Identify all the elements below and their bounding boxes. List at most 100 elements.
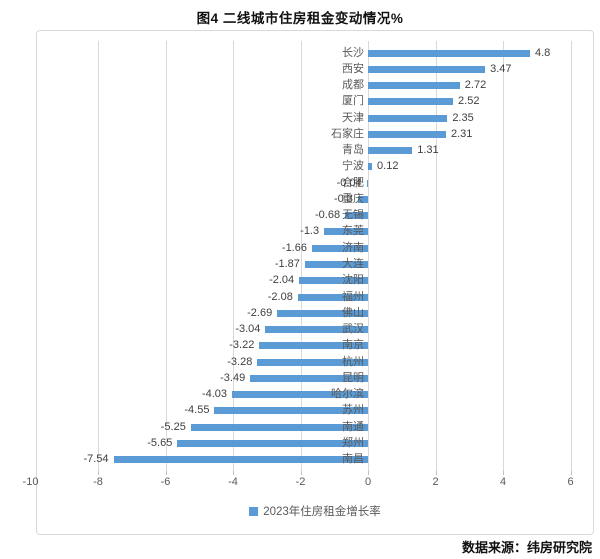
x-tick-label: -10 <box>22 476 39 488</box>
category-label: 南京 <box>342 339 364 352</box>
bar <box>368 98 454 106</box>
value-label: 2.31 <box>450 127 473 140</box>
axis-tick <box>435 471 437 475</box>
bar <box>177 439 368 447</box>
axis-tick <box>300 471 302 475</box>
value-label: 4.8 <box>535 46 551 59</box>
value-label: -0.04 <box>336 176 362 189</box>
axis-tick <box>570 471 572 475</box>
value-label: 2.52 <box>458 95 480 108</box>
bar <box>368 82 460 90</box>
category-label: 天津 <box>342 111 364 124</box>
category-label: 厦门 <box>342 95 364 108</box>
bar <box>250 374 368 382</box>
category-label: 杭州 <box>342 355 364 368</box>
value-label: -3.49 <box>220 371 246 384</box>
category-label: 郑州 <box>342 436 364 449</box>
value-label: -3.04 <box>235 323 261 336</box>
data-source: 数据来源：纬房研究院 <box>461 540 592 555</box>
category-label: 宁波 <box>342 160 364 173</box>
x-tick-label: -4 <box>228 476 238 488</box>
category-label: 佛山 <box>342 306 364 319</box>
category-label: 南昌 <box>342 453 364 466</box>
category-label: 长沙 <box>342 46 364 59</box>
x-tick-label: -6 <box>160 476 171 488</box>
x-tick-label: 6 <box>567 476 574 488</box>
gridline <box>300 41 302 471</box>
bar <box>368 163 373 171</box>
bar <box>214 407 368 415</box>
x-tick-label: 4 <box>499 476 507 488</box>
gridline <box>98 41 99 471</box>
bar <box>265 326 368 334</box>
value-label: -7.54 <box>83 453 109 466</box>
value-label: -0.3 <box>333 192 353 205</box>
value-label: 2.72 <box>464 79 487 92</box>
bar <box>277 309 368 317</box>
value-label: -1.3 <box>300 225 320 238</box>
bar <box>368 114 448 122</box>
bar <box>311 244 368 252</box>
bar <box>190 423 368 431</box>
category-label: 苏州 <box>342 404 364 417</box>
value-label: 0.12 <box>377 160 399 173</box>
category-label: 福州 <box>342 290 364 303</box>
bar <box>368 130 446 138</box>
value-label: 3.47 <box>490 62 512 75</box>
gridline <box>233 41 234 471</box>
category-label: 沈阳 <box>342 274 364 287</box>
x-tick-label: -2 <box>295 476 306 488</box>
legend-swatch-icon <box>249 506 259 516</box>
value-label: 1.31 <box>417 144 439 157</box>
gridline <box>165 41 167 471</box>
bar <box>297 293 368 301</box>
category-label: 南通 <box>342 420 364 433</box>
category-label: 哈尔滨 <box>331 388 364 401</box>
value-label: -4.55 <box>184 404 210 417</box>
category-label: 石家庄 <box>331 127 364 140</box>
value-label: -0.68 <box>314 209 341 222</box>
bar <box>368 65 486 73</box>
chart-panel: 2023年住房租金增长率 -10 -8 -6 -4 -2 0 2 4 6 长沙 4.8 西安 3.47 成… <box>23 30 594 535</box>
value-label: -3.28 <box>227 355 253 368</box>
bar <box>231 391 368 399</box>
category-label: 无锡 <box>342 209 364 222</box>
x-tick-label: -8 <box>93 476 103 488</box>
value-label: -1.66 <box>281 241 307 254</box>
category-label: 昆明 <box>342 371 364 384</box>
bar <box>324 228 368 236</box>
axis-tick <box>233 471 234 475</box>
x-tick-label: 2 <box>432 476 439 488</box>
value-label: -3.22 <box>229 339 255 352</box>
category-label: 大连 <box>342 258 364 270</box>
x-tick-label: 0 <box>364 476 372 488</box>
value-label: -2.08 <box>267 290 293 303</box>
axis-tick <box>503 471 504 475</box>
bar <box>257 358 368 366</box>
category-label: 东莞 <box>342 225 364 238</box>
category-label: 成都 <box>342 79 364 92</box>
axis-tick <box>368 471 369 475</box>
category-label: 重庆 <box>342 192 364 205</box>
bar <box>113 456 368 464</box>
category-label: 济南 <box>342 241 364 254</box>
chart-title: 图4 二线城市住房租金变动情况% <box>196 11 404 26</box>
axis-tick <box>165 471 167 475</box>
value-label: -1.87 <box>274 258 300 270</box>
gridline <box>435 41 437 471</box>
bar <box>345 212 368 220</box>
gridline <box>368 41 369 471</box>
value-label: -5.25 <box>160 420 186 433</box>
bar <box>357 195 368 203</box>
legend-label: 2023年住房租金增长率 <box>263 506 381 518</box>
bar <box>299 277 368 285</box>
bar <box>366 179 368 187</box>
value-label: -4.03 <box>201 388 227 401</box>
axis-tick <box>98 471 99 475</box>
gridline <box>503 41 504 471</box>
value-label: -5.65 <box>147 436 173 449</box>
legend: 2023年住房租金增长率 <box>37 503 593 519</box>
bar <box>259 342 368 350</box>
bar <box>368 147 413 155</box>
